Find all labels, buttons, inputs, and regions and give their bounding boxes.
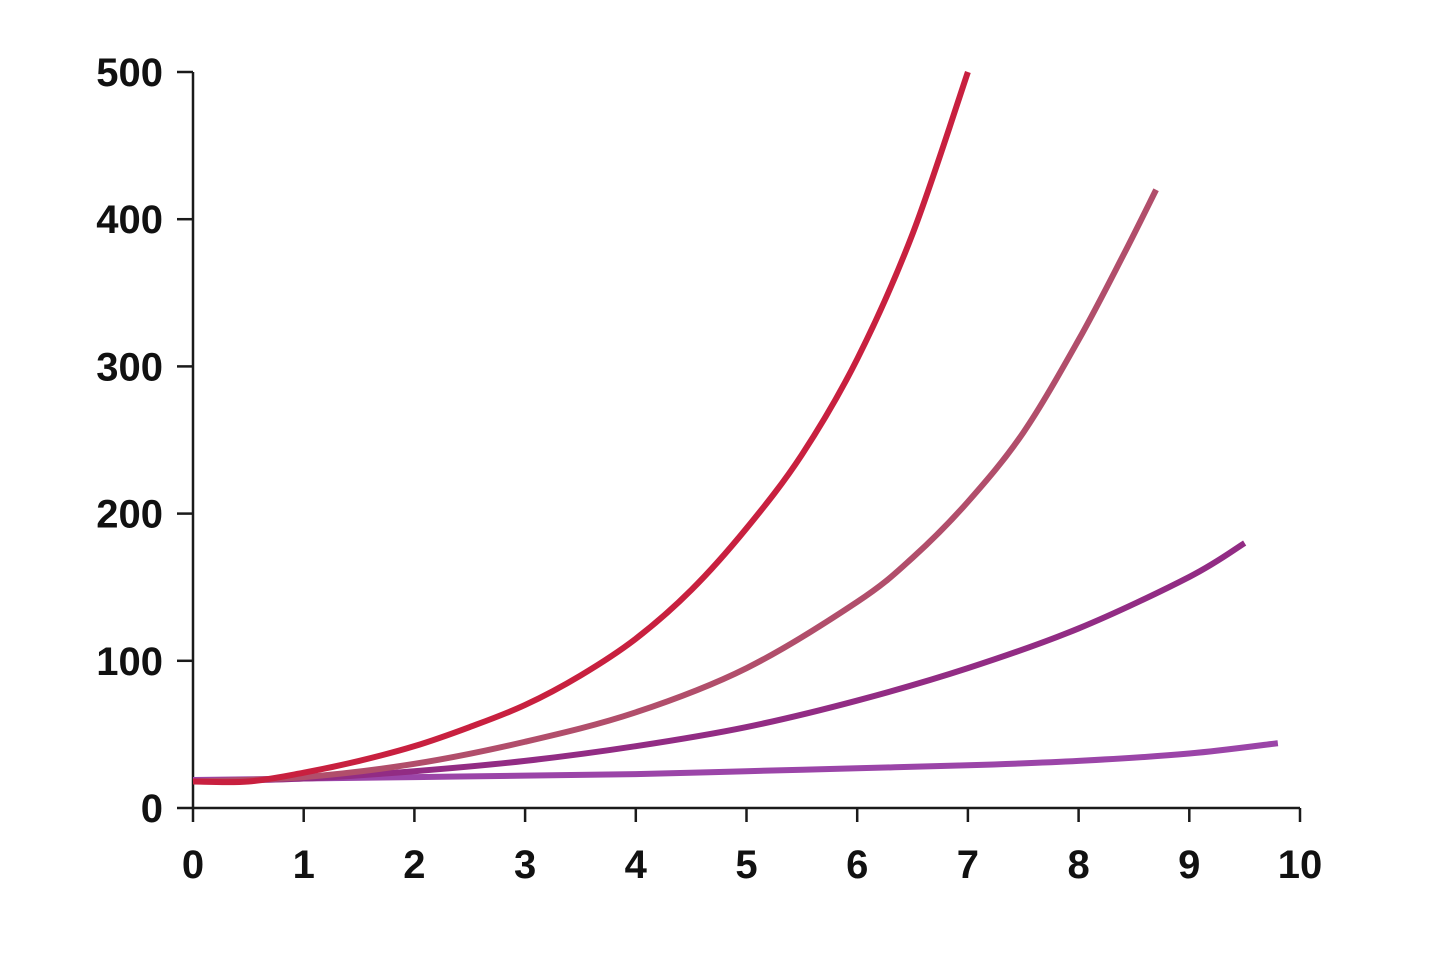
series-line-1: [192, 71, 971, 786]
series-lines: [192, 71, 1279, 786]
axes: [191, 72, 1300, 810]
x-tick-label: 10: [1278, 843, 1323, 887]
series-line-3: [192, 540, 1247, 785]
x-tick-label: 1: [293, 843, 315, 887]
y-tick-label: 400: [96, 198, 163, 242]
y-tick-label: 100: [96, 640, 163, 684]
x-tick-label: 2: [403, 843, 425, 887]
x-tick-label: 6: [846, 843, 868, 887]
x-tick-label: 8: [1067, 843, 1089, 887]
x-tick-label: 4: [625, 843, 648, 887]
y-tick-label: 300: [96, 345, 163, 389]
series-line-4: [192, 740, 1279, 784]
y-tick-label: 0: [141, 787, 163, 831]
x-tick-label: 7: [957, 843, 979, 887]
x-tick-label: 9: [1178, 843, 1200, 887]
x-tick-label: 3: [514, 843, 536, 887]
x-tick-label: 0: [182, 843, 204, 887]
y-tick-label: 200: [96, 493, 163, 537]
y-tick-label: 500: [96, 51, 163, 95]
series-line-2: [192, 188, 1159, 785]
x-axis-ticks: 0 1 2 3 4 5 6 7 8 9 10: [182, 808, 1322, 887]
x-tick-label: 5: [735, 843, 757, 887]
y-axis-ticks: 0 100 200 300 400 500: [96, 51, 193, 831]
